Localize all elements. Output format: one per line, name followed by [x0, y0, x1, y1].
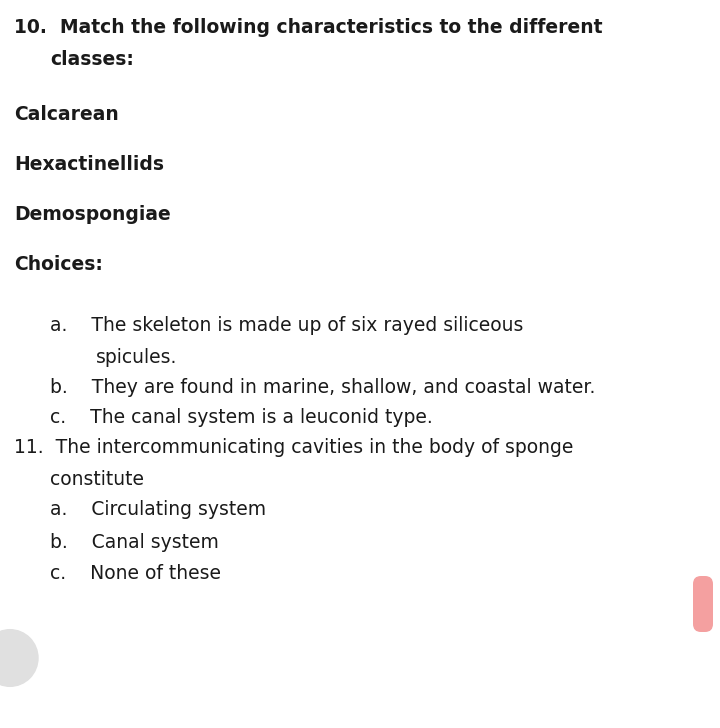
Text: c.    None of these: c. None of these: [50, 564, 221, 583]
Text: 11.  The intercommunicating cavities in the body of sponge: 11. The intercommunicating cavities in t…: [14, 438, 573, 457]
Text: a.    Circulating system: a. Circulating system: [50, 500, 266, 519]
Text: classes:: classes:: [50, 50, 134, 69]
Text: b.    They are found in marine, shallow, and coastal water.: b. They are found in marine, shallow, an…: [50, 378, 595, 397]
Text: c.    The canal system is a leuconid type.: c. The canal system is a leuconid type.: [50, 408, 433, 427]
Text: b.    Canal system: b. Canal system: [50, 533, 219, 552]
Text: 10.  Match the following characteristics to the different: 10. Match the following characteristics …: [14, 18, 603, 37]
Text: constitute: constitute: [50, 470, 144, 489]
Text: Calcarean: Calcarean: [14, 105, 119, 124]
Text: Hexactinellids: Hexactinellids: [14, 155, 164, 174]
Text: Demospongiae: Demospongiae: [14, 205, 171, 224]
Text: a.    The skeleton is made up of six rayed siliceous: a. The skeleton is made up of six rayed …: [50, 316, 523, 335]
Text: v: v: [700, 609, 706, 619]
Text: ^: ^: [699, 590, 707, 599]
Text: spicules.: spicules.: [96, 348, 177, 367]
Text: Choices:: Choices:: [14, 255, 103, 274]
